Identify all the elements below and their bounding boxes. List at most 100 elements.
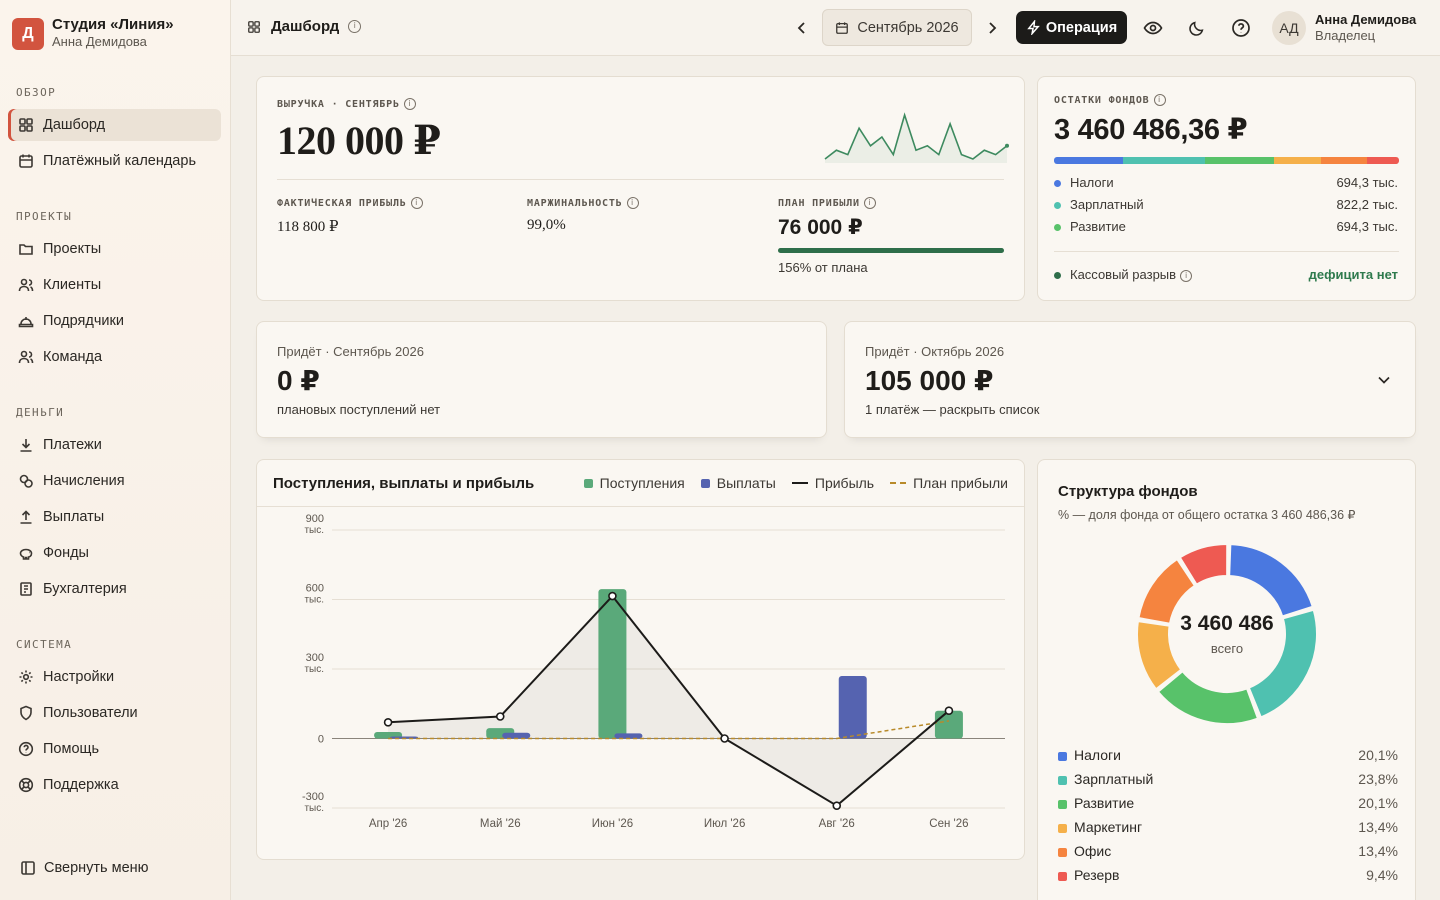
period-selector[interactable]: Сентябрь 2026: [822, 9, 972, 46]
sidebar-item-label: Дашборд: [43, 117, 106, 133]
collapse-menu-button[interactable]: Свернуть меню: [20, 860, 149, 876]
info-icon[interactable]: i: [348, 20, 362, 33]
avatar[interactable]: АД: [1272, 11, 1306, 45]
info-icon[interactable]: i: [1180, 269, 1193, 282]
chart-legend: Поступления Выплаты Прибыль План прибыли: [583, 475, 1008, 491]
x-tick-label: Июл '26: [704, 818, 746, 830]
sidebar-item-label: Помощь: [43, 741, 100, 757]
dashboard-icon: [248, 20, 260, 33]
operation-button[interactable]: Операция: [1016, 11, 1127, 44]
legend-label: Прибыль: [814, 475, 875, 491]
incoming-september-card[interactable]: Придёт · Сентябрь 2026 0 ₽ плановых пост…: [256, 321, 827, 438]
nav-section-system: СИСТЕМА: [16, 638, 73, 651]
incoming-label: Придёт · Сентябрь 2026: [277, 344, 424, 359]
fund-row-salary: Зарплатный 822,2 тыс.: [1054, 197, 1398, 212]
help-button[interactable]: [1228, 15, 1254, 41]
structure-pct: 13,4%: [1358, 843, 1398, 859]
prev-period-button[interactable]: [788, 14, 816, 42]
bar-incoming: [598, 589, 627, 739]
revenue-value: 120 000 ₽: [277, 118, 441, 163]
structure-name: Резерв: [1074, 867, 1120, 883]
profit-plan-progress-fill: [778, 248, 1004, 253]
funds-balance-label: ОСТАТКИ ФОНДОВ i: [1054, 94, 1166, 106]
legend-dot: [1058, 871, 1067, 881]
profit-point: [608, 591, 617, 601]
x-tick-label: Апр '26: [369, 818, 407, 830]
sidebar-item-funds[interactable]: Фонды: [8, 537, 221, 569]
legend-item[interactable]: План прибыли: [890, 475, 1008, 491]
incoming-value: 0 ₽: [277, 365, 320, 396]
lifebuoy-icon: [17, 776, 35, 794]
info-icon[interactable]: i: [1153, 94, 1166, 106]
structure-row: Офис 13,4%: [1058, 843, 1398, 859]
sidebar-item-settings[interactable]: Настройки: [8, 661, 221, 693]
sidebar-item-label: Настройки: [43, 669, 115, 685]
incoming-value: 105 000 ₽: [865, 365, 994, 396]
sidebar-item-users[interactable]: Пользователи: [8, 697, 221, 729]
visibility-toggle[interactable]: [1140, 15, 1166, 41]
sidebar-item-accruals[interactable]: Начисления: [8, 465, 221, 497]
user-name: Анна Демидова: [1315, 12, 1417, 27]
legend-item[interactable]: Прибыль: [791, 475, 875, 491]
sidebar-item-accounting[interactable]: Бухгалтерия: [8, 573, 221, 605]
legend-item[interactable]: Выплаты: [700, 475, 776, 491]
revenue-card: ВЫРУЧКА · СЕНТЯБРЬ i 120 000 ₽ ФАКТИЧЕСКА…: [256, 76, 1025, 301]
brand[interactable]: Д Студия «Линия» Анна Демидова: [12, 16, 174, 51]
structure-name: Офис: [1074, 843, 1112, 859]
cashflow-chart-card: Поступления, выплаты и прибыль Поступлен…: [256, 459, 1025, 860]
legend-item[interactable]: Поступления: [583, 475, 685, 491]
brand-subtitle: Анна Демидова: [52, 34, 147, 49]
sidebar-item-label: Пользователи: [43, 705, 138, 721]
sidebar-item-dashboard[interactable]: Дашборд: [8, 109, 221, 141]
funds-balance-card: ОСТАТКИ ФОНДОВ i 3 460 486,36 ₽ Налоги 694…: [1037, 76, 1416, 301]
folder-icon: [17, 240, 35, 258]
sidebar-item-payouts[interactable]: Выплаты: [8, 501, 221, 533]
legend-label: Выплаты: [716, 475, 776, 491]
donut-center-label: всего: [1210, 641, 1244, 656]
margin-value: 99,0%: [527, 217, 566, 233]
fund-bar-segment: [1205, 157, 1275, 164]
help-icon: [17, 740, 35, 758]
topbar: Дашборд i Сентябрь 2026 Операция АД Анна…: [231, 0, 1440, 56]
structure-pct: 23,8%: [1358, 771, 1398, 787]
next-period-button[interactable]: [978, 14, 1006, 42]
y-tick-label: -300: [302, 791, 324, 803]
page-title-text: Дашборд: [271, 18, 340, 35]
info-icon[interactable]: i: [626, 197, 639, 209]
fund-bar-segment: [1320, 157, 1367, 164]
info-icon[interactable]: i: [403, 98, 416, 110]
sidebar-item-projects[interactable]: Проекты: [8, 233, 221, 265]
sidebar-item-label: Бухгалтерия: [43, 581, 127, 597]
theme-toggle[interactable]: [1184, 15, 1210, 41]
nav-section-money: ДЕНЬГИ: [16, 406, 65, 419]
sidebar-item-payment-calendar[interactable]: Платёжный календарь: [8, 145, 221, 177]
info-icon[interactable]: i: [410, 197, 423, 209]
sidebar-item-label: Поддержка: [43, 777, 119, 793]
structure-name: Зарплатный: [1074, 771, 1154, 787]
profit-point: [495, 712, 505, 721]
sidebar-item-label: Фонды: [43, 545, 89, 561]
sidebar-item-support[interactable]: Поддержка: [8, 769, 221, 801]
profit-plan-note: 156% от плана: [778, 260, 868, 275]
collapse-menu-label: Свернуть меню: [44, 860, 149, 876]
legend-dot: [1058, 799, 1067, 809]
structure-pct: 20,1%: [1358, 747, 1398, 763]
donut-slice: [1137, 557, 1197, 625]
incoming-october-card[interactable]: Придёт · Октябрь 2026 105 000 ₽ 1 платёж…: [844, 321, 1416, 438]
donut-slice: [1247, 608, 1318, 719]
fund-bar-segment: [1054, 157, 1124, 164]
sidebar-item-contractors[interactable]: Подрядчики: [8, 305, 221, 337]
sidebar-item-clients[interactable]: Клиенты: [8, 269, 221, 301]
nav-section-overview: ОБЗОР: [16, 86, 57, 99]
actual-profit-value: 118 800 ₽: [277, 219, 339, 235]
sidebar-item-payments[interactable]: Платежи: [8, 429, 221, 461]
sparkline-end-point: [1005, 143, 1009, 148]
structure-pct: 9,4%: [1366, 867, 1398, 883]
sidebar-item-help[interactable]: Помощь: [8, 733, 221, 765]
cash-gap-status: дефицита нет: [1308, 267, 1398, 282]
expand-button[interactable]: [1377, 372, 1391, 390]
sidebar-item-team[interactable]: Команда: [8, 341, 221, 373]
info-icon[interactable]: i: [863, 197, 876, 209]
structure-pct: 13,4%: [1358, 819, 1398, 835]
operation-label: Операция: [1045, 19, 1118, 36]
